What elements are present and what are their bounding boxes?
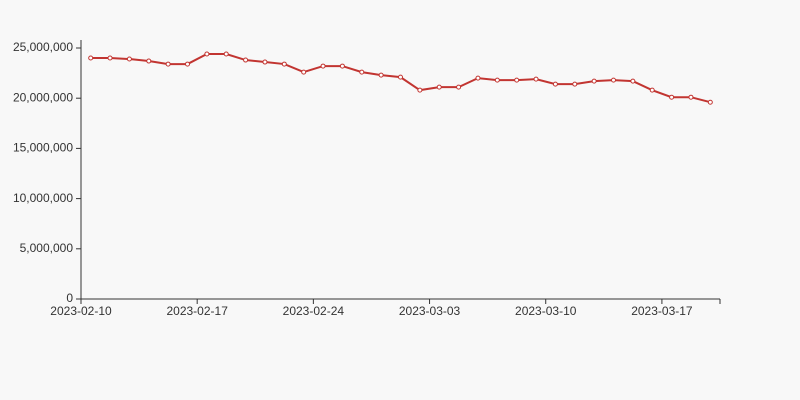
- point: [359, 69, 365, 75]
- point: [436, 84, 442, 90]
- point: [688, 94, 694, 100]
- point: [572, 81, 578, 87]
- point: [223, 51, 229, 57]
- point: [649, 87, 655, 93]
- point: [630, 78, 636, 84]
- point: [378, 72, 384, 78]
- x-tick-label: 2023-02-24: [283, 304, 345, 318]
- point: [301, 69, 307, 75]
- point: [475, 75, 481, 81]
- point: [88, 55, 94, 61]
- point: [669, 94, 675, 100]
- point: [456, 84, 462, 90]
- x-tick-label: 2023-02-10: [50, 304, 112, 318]
- x-tick-label: 2023-03-17: [631, 304, 693, 318]
- point: [707, 99, 713, 105]
- x-tick-label: 2023-03-03: [399, 304, 461, 318]
- point: [281, 61, 287, 67]
- point: [185, 61, 190, 67]
- point: [552, 81, 558, 87]
- point: [126, 56, 132, 62]
- point: [591, 78, 597, 84]
- point: [514, 77, 520, 83]
- x-tick-label: 2023-02-17: [166, 304, 228, 318]
- point: [417, 87, 423, 93]
- point: [320, 63, 326, 69]
- point: [533, 76, 539, 82]
- point: [146, 58, 152, 64]
- x-tick-label: 2023-03-10: [515, 304, 577, 318]
- point: [165, 61, 171, 67]
- y-tick-label: 5,000,000: [20, 241, 74, 255]
- y-tick-label: 15,000,000: [13, 141, 73, 155]
- point: [204, 51, 210, 57]
- point: [243, 57, 249, 63]
- y-tick-label: 20,000,000: [13, 90, 73, 104]
- point: [611, 77, 616, 83]
- y-tick-label: 10,000,000: [13, 191, 73, 205]
- point: [398, 74, 403, 80]
- point: [339, 63, 345, 69]
- y-tick-label: 0: [66, 291, 73, 305]
- point: [107, 55, 113, 61]
- point: [262, 59, 268, 65]
- y-tick-label: 25,000,000: [13, 40, 73, 54]
- point: [494, 77, 500, 83]
